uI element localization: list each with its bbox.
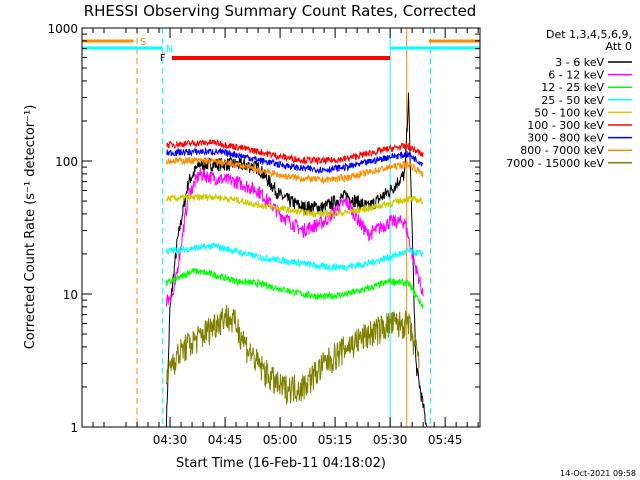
- series-line: [166, 146, 424, 175]
- x-tick-label: 05:00: [263, 433, 298, 447]
- x-tick-label: 04:45: [208, 433, 243, 447]
- series-line: [165, 167, 424, 307]
- y-axis-label: Corrected Count Rate (s⁻¹ detector⁻¹): [23, 105, 38, 350]
- x-tick-label: 05:15: [318, 433, 353, 447]
- legend-entry-label: 12 - 25 keV: [541, 81, 604, 94]
- series-line: [165, 268, 424, 309]
- legend-subtitle: Att 0: [606, 40, 632, 53]
- y-axis: 1 10 100 1000: [47, 22, 480, 435]
- series-line: [165, 241, 424, 272]
- legend-entry-label: 50 - 100 keV: [534, 106, 604, 119]
- x-tick-label: 05:45: [428, 433, 463, 447]
- flag-label-s: S: [140, 37, 146, 48]
- series-line: [165, 192, 424, 219]
- legend-entry-label: 3 - 6 keV: [555, 56, 604, 69]
- legend-entry-label: 25 - 50 keV: [541, 94, 604, 107]
- series-line: [165, 92, 427, 428]
- x-axis: 04:30 04:45 05:00 05:15 05:30 05:45: [92, 28, 479, 447]
- series-line: [165, 155, 424, 186]
- series-line: [166, 139, 424, 166]
- flag-label-f: F: [160, 53, 166, 64]
- chart-title: RHESSI Observing Summary Count Rates, Co…: [84, 2, 477, 20]
- plot-frame: [81, 27, 481, 428]
- timestamp: 14-Oct-2021 09:58: [560, 469, 636, 478]
- legend-entry-label: 300 - 800 keV: [527, 132, 604, 145]
- series-line: [165, 305, 420, 406]
- legend-title: Det 1,3,4,5,6,9,: [546, 28, 632, 41]
- legend-entry-label: 800 - 7000 keV: [520, 144, 604, 157]
- y-tick-label: 1000: [47, 22, 78, 36]
- x-tick-label: 04:30: [153, 433, 188, 447]
- plot-area: S NF: [82, 28, 480, 428]
- y-tick-label: 100: [55, 155, 78, 169]
- x-tick-label: 05:30: [373, 433, 408, 447]
- legend-entry-label: 7000 - 15000 keV: [506, 157, 604, 170]
- y-tick-label: 1: [70, 421, 78, 435]
- y-tick-label: 10: [63, 288, 78, 302]
- x-axis-label: Start Time (16-Feb-11 04:18:02): [176, 456, 386, 471]
- flag-label-n: N: [166, 44, 173, 55]
- legend-entry-label: 100 - 300 keV: [527, 119, 604, 132]
- legend-entry-label: 6 - 12 keV: [548, 69, 604, 82]
